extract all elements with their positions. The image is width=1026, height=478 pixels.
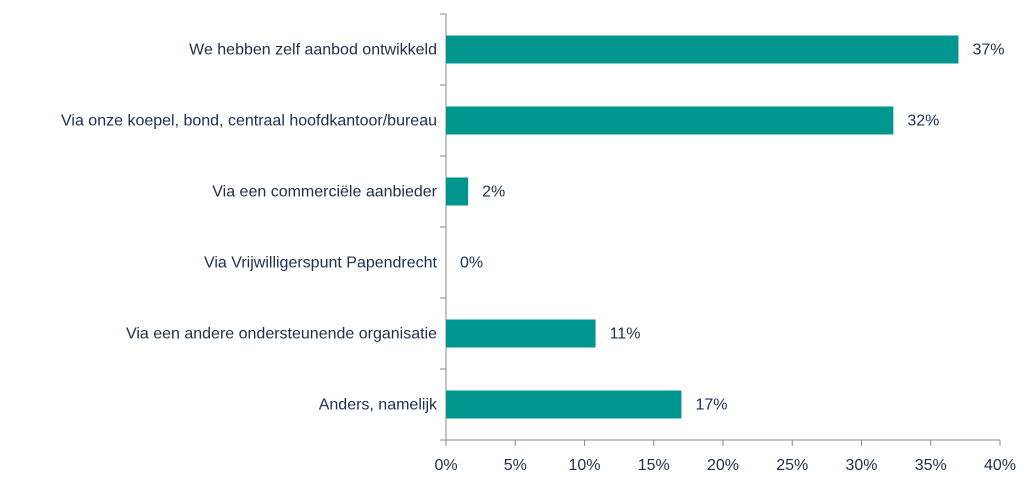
bar xyxy=(446,177,469,206)
y-tick-label: Via een commerciële aanbieder xyxy=(212,183,437,200)
bar xyxy=(446,106,894,135)
y-tick-label: Via Vrijwilligerspunt Papendrecht xyxy=(203,254,437,271)
data-label: 0% xyxy=(460,255,483,272)
bar xyxy=(446,390,682,419)
bar xyxy=(446,319,596,348)
data-label: 17% xyxy=(695,397,727,414)
x-tick-label: 5% xyxy=(504,457,527,474)
data-label: 37% xyxy=(972,42,1004,59)
y-tick-label: Anders, namelijk xyxy=(318,396,437,413)
x-tick-label: 25% xyxy=(776,457,808,474)
x-tick-label: 35% xyxy=(915,457,947,474)
data-label: 2% xyxy=(482,184,505,201)
x-tick-label: 0% xyxy=(434,457,457,474)
x-tick-label: 15% xyxy=(638,457,670,474)
bar xyxy=(446,35,959,64)
y-tick-label: We hebben zelf aanbod ontwikkeld xyxy=(189,41,437,58)
x-tick-label: 10% xyxy=(568,457,600,474)
y-tick-label: Via een andere ondersteunende organisati… xyxy=(125,325,437,342)
x-tick-label: 40% xyxy=(984,457,1016,474)
y-tick-label: Via onze koepel, bond, centraal hoofdkan… xyxy=(61,112,437,129)
x-tick-label: 30% xyxy=(845,457,877,474)
data-label: 11% xyxy=(610,326,641,343)
x-tick-label: 20% xyxy=(707,457,739,474)
data-label: 32% xyxy=(907,113,939,130)
